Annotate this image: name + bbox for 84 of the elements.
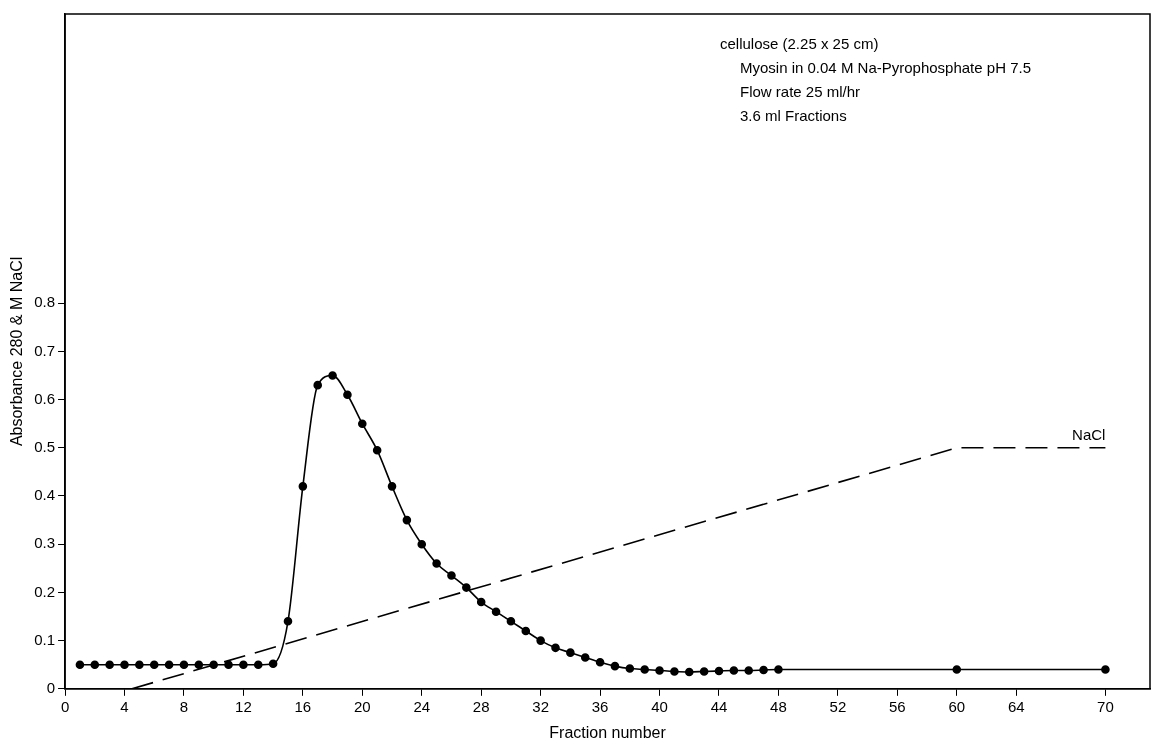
point <box>670 667 679 676</box>
point <box>551 643 560 653</box>
x-tick-label: 4 <box>120 697 129 715</box>
x-tick-label: 70 <box>1097 697 1114 715</box>
point <box>536 636 545 645</box>
point <box>358 419 367 428</box>
y-tick-label: 0.1 <box>34 630 56 648</box>
point <box>120 660 129 669</box>
point <box>744 666 754 675</box>
point <box>209 660 218 669</box>
y-tick-label: 0.6 <box>34 389 56 407</box>
point <box>462 583 471 592</box>
point <box>105 660 114 669</box>
point <box>298 482 308 491</box>
point <box>714 666 724 676</box>
point <box>580 653 590 662</box>
point <box>447 571 456 580</box>
point <box>774 665 783 674</box>
point <box>699 667 709 676</box>
y-tick-label: 0.4 <box>34 486 56 504</box>
y-tick-label: 0.5 <box>34 437 56 455</box>
y-tick-label: 0 <box>46 678 56 696</box>
point <box>610 661 620 671</box>
point <box>640 665 649 674</box>
x-tick-label: 12 <box>235 697 252 715</box>
point <box>476 597 486 607</box>
series-label: NaCl <box>1072 425 1106 443</box>
point <box>224 660 233 669</box>
x-tick-label: 0 <box>60 697 70 715</box>
point <box>149 660 159 669</box>
point <box>521 626 531 636</box>
x-tick-label: 32 <box>532 697 549 715</box>
point <box>729 666 739 675</box>
x-tick-label: 8 <box>179 697 189 715</box>
point <box>417 539 427 549</box>
annotation: Myosin in 0.04 M Na-Pyrophosphate pH 7.5 <box>740 59 1031 76</box>
y-tick-label: 0.7 <box>34 341 56 359</box>
point <box>343 390 352 400</box>
x-tick-label: 56 <box>889 697 906 715</box>
point <box>90 660 100 669</box>
point <box>313 380 323 390</box>
x-tick-label: 60 <box>948 697 966 715</box>
point <box>684 667 694 677</box>
y-tick-label: 0.3 <box>34 534 56 552</box>
y-tick-label: 0.2 <box>34 582 56 600</box>
x-tick-label: 20 <box>353 697 371 715</box>
x-tick-label: 48 <box>770 697 787 715</box>
annotation: cellulose (2.25 x 25 cm) <box>720 35 879 52</box>
x-tick-label: 40 <box>651 697 668 715</box>
y-tick-label: 0.8 <box>34 293 56 311</box>
point <box>135 660 144 669</box>
point <box>491 607 501 616</box>
point <box>328 371 337 380</box>
x-tick-label: 36 <box>591 697 609 715</box>
x-tick-label: 16 <box>294 697 312 715</box>
point <box>1101 665 1110 674</box>
point <box>506 617 516 626</box>
x-tick-label: 52 <box>829 697 847 715</box>
point <box>179 660 189 669</box>
point <box>402 515 412 525</box>
point <box>194 660 204 669</box>
point <box>625 664 635 673</box>
x-tick-label: 64 <box>1007 697 1025 715</box>
point <box>253 660 263 669</box>
x-tick-label: 24 <box>413 697 431 715</box>
point <box>239 660 248 669</box>
point <box>759 665 768 675</box>
x-tick-label: 28 <box>472 697 490 715</box>
annotation: 3.6 ml Fractions <box>740 107 847 124</box>
annotation: Flow rate 25 ml/hr <box>740 83 861 100</box>
x-tick-label: 44 <box>710 697 728 715</box>
point <box>387 482 397 491</box>
point <box>566 648 575 657</box>
point <box>655 666 664 675</box>
point <box>952 665 962 674</box>
point <box>283 617 293 626</box>
point <box>432 559 441 568</box>
y-axis-title: Absorbance 280 & M NaCl <box>8 256 26 447</box>
x-axis-title: Fraction number <box>549 723 667 741</box>
point <box>164 660 174 669</box>
point <box>75 660 85 669</box>
point <box>595 657 605 667</box>
point <box>372 445 382 455</box>
point <box>268 659 278 669</box>
